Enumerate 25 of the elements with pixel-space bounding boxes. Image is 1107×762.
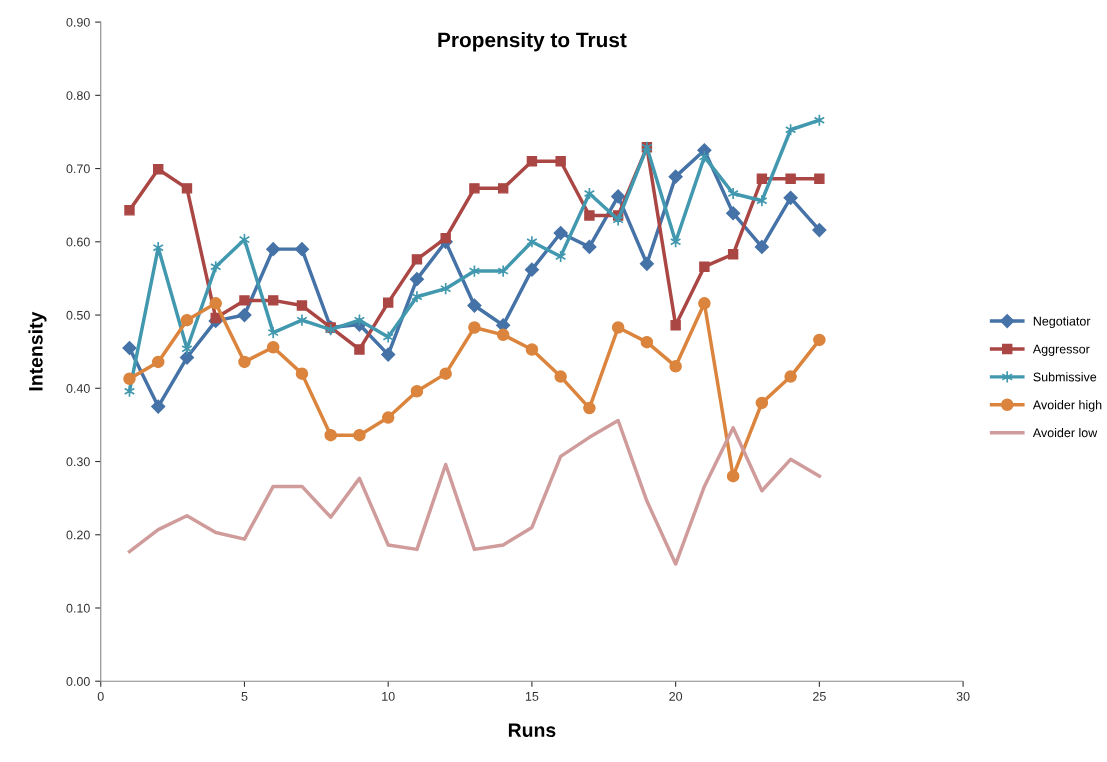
legend-label: Negotiator [1033, 316, 1091, 329]
legend-label: Avoider low [1032, 428, 1098, 438]
y-tick-label: 0.30 [66, 457, 90, 467]
x-axis-title: Runs [508, 723, 556, 738]
y-tick-label: 0.60 [66, 237, 90, 247]
y-tick-label: 0.50 [66, 310, 90, 320]
x-tick-label: 0 [97, 691, 104, 701]
y-tick-label: 0.10 [66, 603, 90, 613]
x-tick-label: 20 [669, 691, 683, 701]
y-tick-label: 0.70 [66, 164, 90, 174]
x-tick-label: 25 [813, 691, 826, 701]
legend-label: Submissive [1033, 372, 1097, 382]
x-tick-label: 15 [525, 692, 539, 701]
y-tick-label: 0.40 [66, 384, 90, 393]
x-tick-label: 10 [382, 691, 395, 701]
y-tick-label: 0.20 [66, 530, 90, 540]
y-tick-label: 0.80 [66, 91, 90, 100]
legend-label: Aggressor [1032, 344, 1090, 356]
chart-title: Propensity to Trust [438, 32, 627, 52]
legend-label: Avoider high [1032, 400, 1102, 412]
y-axis-title: Intensity [28, 311, 47, 391]
y-tick-label: 0.90 [66, 17, 90, 27]
x-tick-label: 30 [956, 691, 970, 701]
y-tick-label: 0.00 [66, 677, 90, 686]
x-tick-label: 5 [241, 692, 248, 701]
